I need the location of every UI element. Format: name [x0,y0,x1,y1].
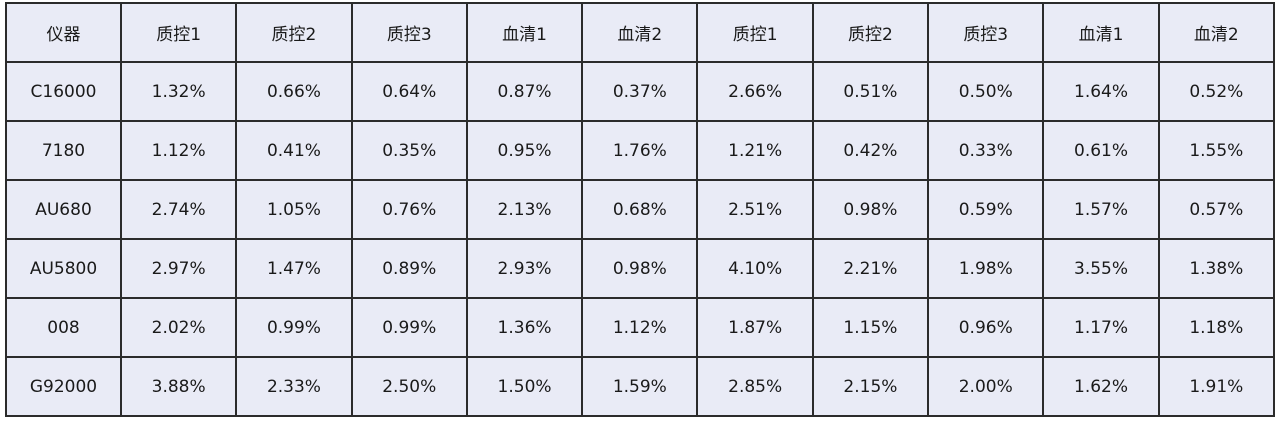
instrument-cell: G92000 [5,356,122,417]
value-cell: 2.00% [927,356,1045,417]
value-cell: 2.74% [119,179,238,240]
table-container: 仪器 质控1 质控2 质控3 血清1 血清2 质控1 质控2 质控3 血清1 血清2 C16000 1… [5,2,1276,417]
header-cell: 质控3 [350,2,468,63]
instrument-cell: 7180 [5,120,122,181]
value-cell: 1.91% [1157,356,1276,417]
value-cell: 4.10% [696,238,814,299]
value-cell: 0.89% [350,238,468,299]
value-cell: 1.50% [465,356,584,417]
header-cell: 质控3 [927,2,1045,63]
value-cell: 0.99% [350,297,468,358]
value-cell: 0.64% [350,61,468,122]
value-cell: 0.51% [811,61,930,122]
value-cell: 1.32% [119,61,238,122]
header-cell: 仪器 [5,2,122,63]
value-cell: 1.17% [1042,297,1160,358]
value-cell: 2.21% [811,238,930,299]
instrument-cell: 008 [5,297,122,358]
value-cell: 0.57% [1157,179,1276,240]
instrument-cell: AU680 [5,179,122,240]
value-cell: 1.55% [1157,120,1276,181]
header-cell: 质控1 [119,2,238,63]
value-cell: 0.66% [235,61,353,122]
header-cell: 血清1 [465,2,584,63]
instrument-cell: C16000 [5,61,122,122]
value-cell: 1.64% [1042,61,1160,122]
value-cell: 2.66% [696,61,814,122]
value-cell: 0.99% [235,297,353,358]
value-cell: 1.15% [811,297,930,358]
value-cell: 2.51% [696,179,814,240]
value-cell: 0.96% [927,297,1045,358]
value-cell: 0.41% [235,120,353,181]
value-cell: 2.97% [119,238,238,299]
value-cell: 2.85% [696,356,814,417]
value-cell: 0.98% [581,238,699,299]
value-cell: 0.76% [350,179,468,240]
value-cell: 1.12% [119,120,238,181]
value-cell: 1.21% [696,120,814,181]
value-cell: 0.59% [927,179,1045,240]
data-table: 仪器 质控1 质控2 质控3 血清1 血清2 质控1 质控2 质控3 血清1 血清2 C16000 1… [5,2,1276,417]
value-cell: 1.36% [465,297,584,358]
value-cell: 0.35% [350,120,468,181]
value-cell: 2.13% [465,179,584,240]
table-row: C16000 1.32% 0.66% 0.64% 0.87% 0.37% 2.66% 0.51… [5,61,1276,122]
header-cell: 血清2 [1157,2,1276,63]
value-cell: 0.98% [811,179,930,240]
value-cell: 1.12% [581,297,699,358]
value-cell: 1.87% [696,297,814,358]
header-cell: 质控2 [235,2,353,63]
value-cell: 1.47% [235,238,353,299]
value-cell: 1.57% [1042,179,1160,240]
value-cell: 0.61% [1042,120,1160,181]
table-row: AU680 2.74% 1.05% 0.76% 2.13% 0.68% 2.51% 0.98%… [5,179,1276,240]
value-cell: 2.50% [350,356,468,417]
table-row: G92000 3.88% 2.33% 2.50% 1.50% 1.59% 2.85% 2.15… [5,356,1276,417]
value-cell: 1.18% [1157,297,1276,358]
value-cell: 0.95% [465,120,584,181]
header-cell: 血清1 [1042,2,1160,63]
value-cell: 0.50% [927,61,1045,122]
value-cell: 0.87% [465,61,584,122]
value-cell: 2.15% [811,356,930,417]
header-row: 仪器 质控1 质控2 质控3 血清1 血清2 质控1 质控2 质控3 血清1 血清2 [5,2,1276,63]
value-cell: 2.93% [465,238,584,299]
value-cell: 1.05% [235,179,353,240]
value-cell: 3.88% [119,356,238,417]
header-cell: 血清2 [581,2,699,63]
table-row: AU5800 2.97% 1.47% 0.89% 2.93% 0.98% 4.10% 2.21… [5,238,1276,299]
value-cell: 3.55% [1042,238,1160,299]
value-cell: 0.33% [927,120,1045,181]
value-cell: 0.68% [581,179,699,240]
value-cell: 1.98% [927,238,1045,299]
table-row: 7180 1.12% 0.41% 0.35% 0.95% 1.76% 1.21% 0.42% 0… [5,120,1276,181]
table-row: 008 2.02% 0.99% 0.99% 1.36% 1.12% 1.87% 1.15% 0.… [5,297,1276,358]
value-cell: 1.76% [581,120,699,181]
value-cell: 0.42% [811,120,930,181]
instrument-cell: AU5800 [5,238,122,299]
value-cell: 1.59% [581,356,699,417]
header-cell: 质控1 [696,2,814,63]
value-cell: 0.52% [1157,61,1276,122]
header-cell: 质控2 [811,2,930,63]
value-cell: 2.33% [235,356,353,417]
value-cell: 0.37% [581,61,699,122]
value-cell: 1.62% [1042,356,1160,417]
value-cell: 2.02% [119,297,238,358]
value-cell: 1.38% [1157,238,1276,299]
